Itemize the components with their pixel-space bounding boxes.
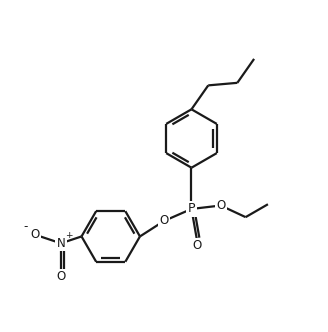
Text: P: P	[188, 203, 195, 215]
Text: O: O	[192, 239, 201, 252]
Text: O: O	[56, 270, 66, 283]
Text: +: +	[65, 231, 72, 240]
Text: N: N	[56, 237, 65, 250]
Text: -: -	[23, 220, 28, 233]
Text: O: O	[159, 214, 169, 227]
Text: O: O	[216, 199, 225, 212]
Text: O: O	[31, 228, 40, 241]
